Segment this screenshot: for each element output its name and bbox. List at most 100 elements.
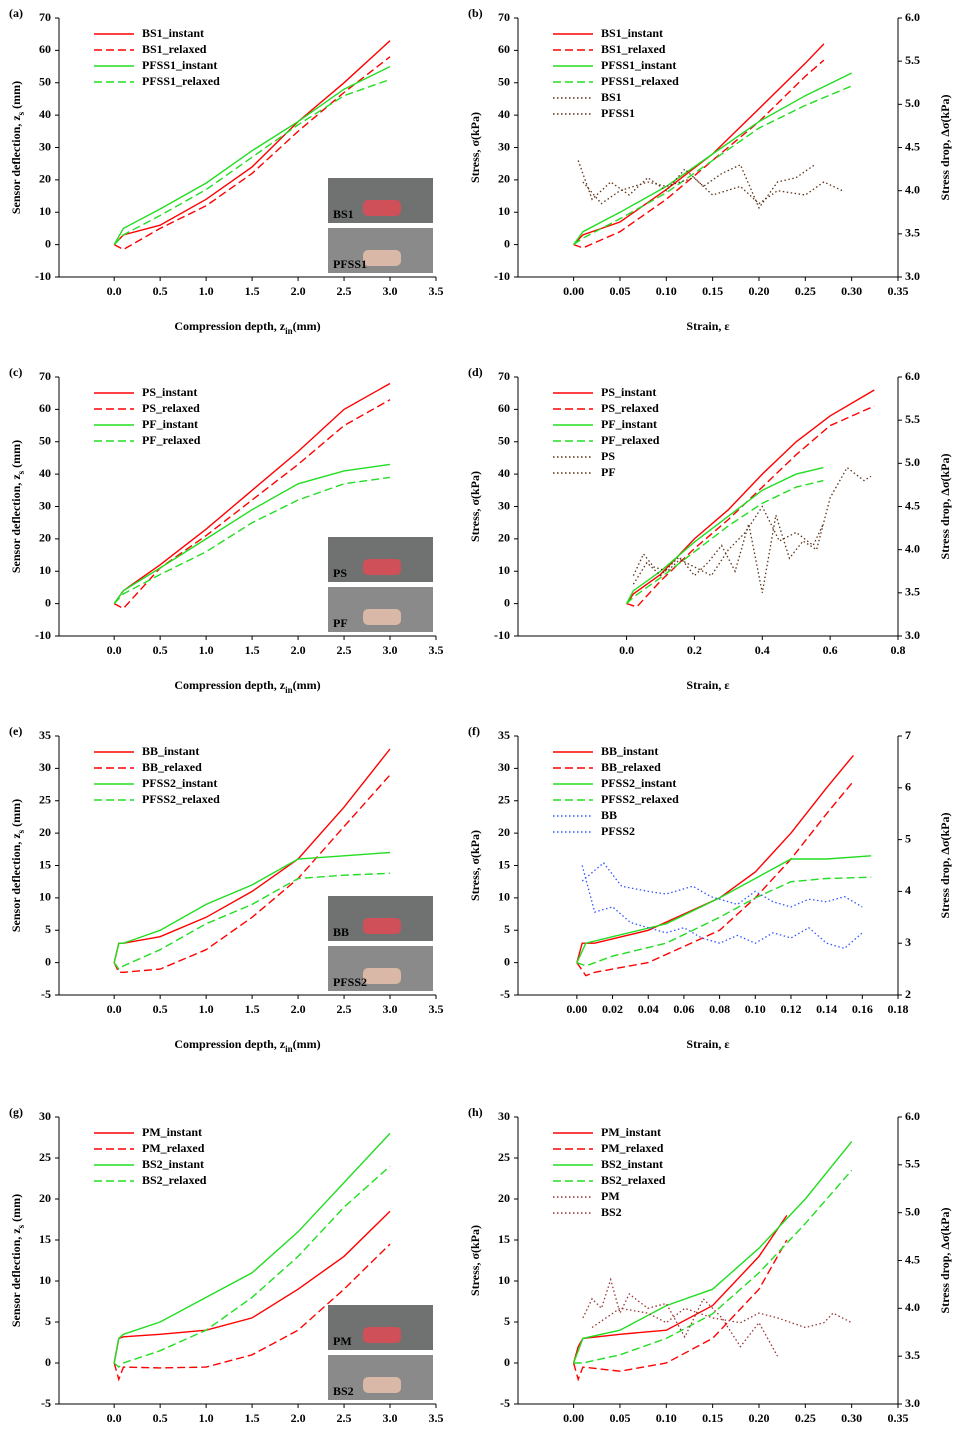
y-axis-label: Stress, σ(kPa) [468, 1225, 482, 1296]
x-axis-label-part: in [285, 685, 293, 695]
x-tick-label: 0.04 [638, 1002, 659, 1016]
y-tick-label: 30 [39, 760, 51, 774]
y2-tick-label: 5.0 [905, 455, 920, 469]
legend-label: BB_relaxed [601, 760, 661, 774]
y-tick-label: 30 [498, 760, 510, 774]
y-tick-label: 25 [498, 793, 510, 807]
series-line [113, 463, 391, 605]
series-line [573, 43, 825, 246]
legend-label: PS_instant [142, 385, 197, 399]
y-tick-label: 30 [39, 139, 51, 153]
x-tick-label: 0.35 [888, 284, 909, 298]
x-tick-label: 0.6 [823, 643, 838, 657]
legend-label: PM_relaxed [601, 1141, 664, 1155]
x-tick-label: 2.0 [291, 643, 306, 657]
y-tick-label: 70 [39, 10, 51, 24]
x-tick-label: 2.5 [337, 284, 352, 298]
y-tick-label: -5 [500, 1396, 510, 1410]
series-line [113, 78, 391, 246]
x-tick-label: 3.5 [429, 643, 444, 657]
y-tick-label: 0 [504, 1355, 510, 1369]
inset-label: BB [333, 925, 349, 939]
x-tick-label: 0.0 [107, 643, 122, 657]
y-tick-label: 5 [504, 922, 510, 936]
series-line [576, 780, 854, 977]
x-tick-label: 1.0 [199, 643, 214, 657]
y-tick-label: 70 [498, 369, 510, 383]
y2-tick-label: 5.5 [905, 1157, 920, 1171]
x-axis-label-part: in [285, 1044, 293, 1054]
series-line [113, 65, 391, 245]
panel-label: (h) [468, 1105, 483, 1119]
y-tick-label: 0 [45, 236, 51, 250]
series-line [572, 1239, 788, 1382]
y-tick-label: -10 [494, 628, 510, 642]
series-line [577, 160, 815, 210]
series-line [113, 851, 391, 963]
series-line [582, 176, 843, 205]
y-tick-label: 5 [45, 922, 51, 936]
series-line [573, 72, 853, 246]
x-tick-label: 0.12 [780, 1002, 801, 1016]
legend-label: PS_relaxed [142, 401, 200, 415]
x-tick-label: 1.5 [245, 1002, 260, 1016]
x-tick-label: 3.0 [383, 643, 398, 657]
x-tick-label: 0.5 [153, 284, 168, 298]
legend-label: PF [601, 465, 616, 479]
x-tick-label: 2.5 [337, 1002, 352, 1016]
x-tick-label: 3.5 [429, 1002, 444, 1016]
series-line [626, 405, 875, 608]
x-tick-label: 3.0 [383, 1002, 398, 1016]
y-tick-label: 30 [39, 498, 51, 512]
y-tick-label: 0 [504, 954, 510, 968]
y2-axis-label: Stress drop, Δσ(kPa) [938, 1208, 952, 1314]
x-axis-label-part: Compression depth, z [174, 319, 285, 333]
x-tick-label: 0.0 [107, 1411, 122, 1425]
legend-label: BS1_instant [142, 26, 204, 40]
x-axis-label-part: (mm) [293, 678, 321, 692]
legend-label: PFSS1 [601, 106, 635, 120]
y-axis-label-part: s [16, 1224, 26, 1228]
x-tick-label: 0.5 [153, 1002, 168, 1016]
x-tick-label: 0.15 [702, 1411, 723, 1425]
y2-tick-label: 2 [905, 987, 911, 1001]
y-tick-label: 10 [498, 204, 510, 218]
legend-label: BB_instant [142, 744, 199, 758]
legend-label: BS2 [601, 1205, 622, 1219]
series-line [113, 1132, 391, 1364]
y-tick-label: 50 [498, 75, 510, 89]
x-axis-label: Compression depth, zin(mm) [174, 1037, 320, 1054]
y2-axis-label: Stress drop, Δσ(kPa) [938, 454, 952, 560]
y-axis-label: Sensor deflection, zs (mm) [9, 799, 26, 932]
y-axis-label-part: Sensor deflection, z [9, 1228, 23, 1327]
x-axis-label: Compression depth, zin(mm) [174, 678, 320, 695]
x-tick-label: 1.5 [245, 284, 260, 298]
y-tick-label: -10 [494, 269, 510, 283]
y-tick-label: 25 [498, 1150, 510, 1164]
series-line [591, 1307, 852, 1329]
y2-tick-label: 4.5 [905, 1252, 920, 1266]
legend-label: BS1 [601, 90, 622, 104]
x-tick-label: 0.5 [153, 1411, 168, 1425]
series-line [113, 1243, 391, 1382]
inset-sample [363, 609, 401, 625]
x-axis-label: Strain, ε [686, 319, 729, 333]
chart-panel: (a) -10 0 10 20 30 40 50 60 70 0.0 0.5 1.0 1.5 2.0 2.5 3… [9, 6, 444, 336]
x-tick-label: 3.0 [383, 1411, 398, 1425]
y-tick-label: 30 [39, 1109, 51, 1123]
x-axis-label: Strain, ε [686, 1037, 729, 1051]
y2-tick-label: 5.5 [905, 412, 920, 426]
y-tick-label: 50 [39, 75, 51, 89]
y2-tick-label: 4.0 [905, 541, 920, 555]
series-line [113, 56, 391, 251]
legend-label: BS2_instant [142, 1157, 204, 1171]
y2-tick-label: 3.5 [905, 1348, 920, 1362]
x-axis-label: Compression depth, zin(mm) [174, 319, 320, 336]
x-tick-label: 0.0 [619, 643, 634, 657]
y2-tick-label: 3.5 [905, 585, 920, 599]
y-axis-label: Sensor deflection, zs (mm) [9, 81, 26, 214]
y-tick-label: 20 [39, 1191, 51, 1205]
x-tick-label: 0.18 [888, 1002, 909, 1016]
series-line [113, 774, 391, 973]
